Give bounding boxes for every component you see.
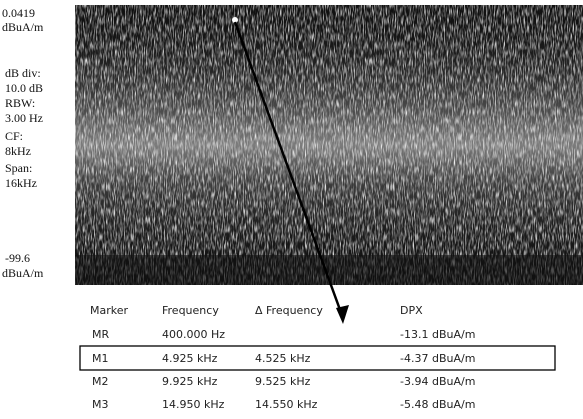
marker-table: Marker Frequency Δ Frequency DPX MR 400.000 H… bbox=[79, 304, 556, 411]
table-cell: 9.925 kHz bbox=[162, 375, 218, 388]
scale-value: 10.0 dB bbox=[5, 81, 43, 95]
table-cell: M1 bbox=[92, 352, 109, 365]
readout: 0.0419 dBuA/m dB div: 10.0 dB RBW: 3.00 … bbox=[2, 6, 44, 280]
column-header: Δ Frequency bbox=[255, 304, 323, 317]
table-cell: -13.1 dBuA/m bbox=[400, 328, 475, 341]
rbw-value: 3.00 Hz bbox=[5, 111, 43, 125]
table-cell: 400.000 Hz bbox=[162, 328, 225, 341]
column-header: DPX bbox=[400, 304, 423, 317]
bottom-level: -99.6 bbox=[5, 251, 30, 265]
marker-arrow bbox=[233, 21, 345, 319]
scale-label: dB div: bbox=[5, 66, 41, 80]
column-header: Marker bbox=[90, 304, 128, 317]
rbw-label: RBW: bbox=[5, 96, 35, 110]
highlight-box bbox=[79, 345, 556, 371]
spectrum-display bbox=[75, 5, 583, 324]
signal-noise bbox=[75, 5, 583, 285]
table-cell: 4.925 kHz bbox=[162, 352, 218, 365]
bottom-unit: dBuA/m bbox=[2, 266, 44, 280]
table-cell: 9.525 kHz bbox=[255, 375, 311, 388]
ref-level: 0.0419 bbox=[2, 6, 35, 20]
table-cell: 14.550 kHz bbox=[255, 398, 318, 411]
table-cell: 14.950 kHz bbox=[162, 398, 225, 411]
table-cell: 4.525 kHz bbox=[255, 352, 311, 365]
span-value: 16kHz bbox=[5, 176, 37, 190]
ref-unit: dBuA/m bbox=[2, 20, 44, 34]
table-cell: -4.37 dBuA/m bbox=[400, 352, 475, 365]
marker-dot bbox=[232, 17, 238, 23]
span-label: Span: bbox=[5, 161, 32, 175]
table-cell: M3 bbox=[92, 398, 109, 411]
table-cell: M2 bbox=[92, 375, 109, 388]
column-header: Frequency bbox=[162, 304, 219, 317]
cf-label: CF: bbox=[5, 129, 23, 143]
table-cell: -5.48 dBuA/m bbox=[400, 398, 475, 411]
table-cell: MR bbox=[92, 328, 109, 341]
arrow-head bbox=[336, 305, 349, 324]
table-cell: -3.94 dBuA/m bbox=[400, 375, 475, 388]
cf-value: 8kHz bbox=[5, 144, 31, 158]
